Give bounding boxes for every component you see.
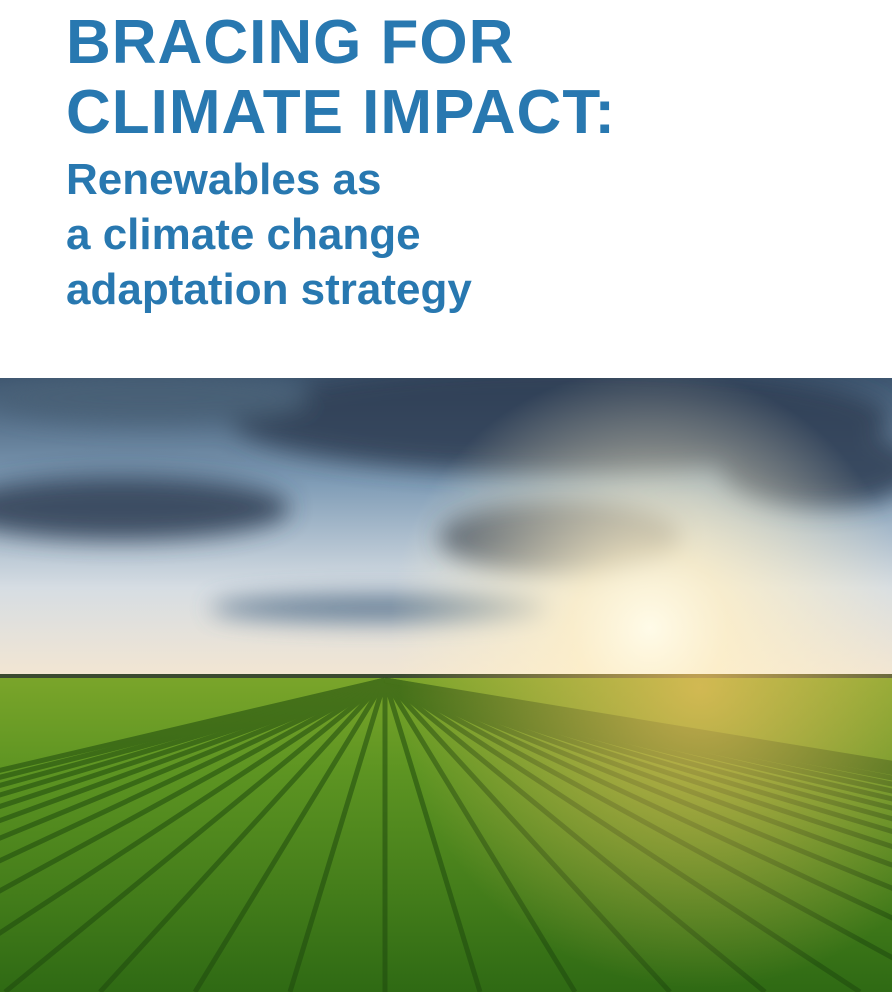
title-line: BRACING FOR: [66, 8, 515, 77]
subtitle-line: a climate change: [66, 210, 421, 259]
cover-subtitle: Renewables as a climate change adaptatio…: [66, 152, 472, 317]
subtitle-line: adaptation strategy: [66, 265, 472, 314]
subtitle-line: Renewables as: [66, 155, 382, 204]
title-line: CLIMATE IMPACT:: [66, 78, 616, 147]
cover-title: BRACING FOR CLIMATE IMPACT:: [66, 8, 616, 148]
cover-photo: [0, 378, 892, 992]
